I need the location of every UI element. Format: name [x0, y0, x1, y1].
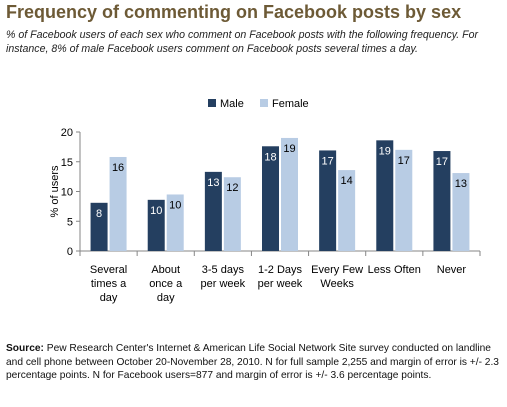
- chart-title: Frequency of commenting on Facebook post…: [6, 2, 462, 22]
- source-note: Source: Pew Research Center's Internet &…: [6, 342, 502, 383]
- x-tick-label: day: [100, 292, 118, 304]
- x-tick-label: day: [157, 292, 175, 304]
- data-label-female: 14: [341, 175, 353, 187]
- data-label-male: 19: [379, 145, 391, 157]
- bar-female: [109, 156, 127, 251]
- bar-male: [204, 171, 222, 251]
- legend-label-male: Male: [220, 98, 244, 110]
- x-tick-label: 3-5 days: [202, 264, 245, 276]
- bar-female: [166, 194, 184, 251]
- bar-female: [395, 149, 413, 251]
- y-tick-label: 15: [61, 157, 73, 169]
- data-label-male: 8: [96, 208, 102, 220]
- data-label-male: 17: [322, 155, 334, 167]
- x-tick-label: 1-2 Days: [258, 264, 303, 276]
- x-tick-label: per week: [258, 278, 303, 290]
- y-tick-label: 0: [67, 246, 73, 258]
- x-tick-label: Less Often: [368, 264, 421, 276]
- data-label-female: 10: [169, 199, 181, 211]
- y-tick-label: 10: [61, 187, 73, 199]
- x-tick-label: About: [151, 264, 180, 276]
- data-label-female: 13: [455, 178, 467, 190]
- data-label-female: 12: [226, 182, 238, 194]
- legend-label-female: Female: [272, 98, 309, 110]
- bar-male: [433, 151, 451, 251]
- bar-female: [452, 173, 470, 251]
- y-tick-label: 20: [61, 127, 73, 139]
- bar-male: [147, 199, 165, 251]
- data-label-female: 19: [283, 143, 295, 155]
- x-tick-label: times a: [91, 278, 127, 290]
- data-label-female: 16: [112, 162, 124, 174]
- y-tick-label: 5: [67, 216, 73, 228]
- data-label-female: 17: [398, 155, 410, 167]
- x-tick-label: per week: [201, 278, 246, 290]
- bar-male: [262, 146, 279, 251]
- data-label-male: 10: [150, 205, 162, 217]
- x-tick-label: Every Few: [311, 264, 363, 276]
- y-axis-title: % of users: [49, 165, 61, 217]
- bar-male: [90, 202, 108, 251]
- source-text: Pew Research Center's Internet & America…: [6, 343, 499, 381]
- legend-swatch-female: [260, 99, 268, 107]
- bar-female: [338, 170, 356, 251]
- bar-male: [376, 140, 394, 251]
- x-tick-label: once a: [149, 278, 183, 290]
- data-label-male: 18: [264, 151, 276, 163]
- legend-swatch-male: [208, 99, 216, 107]
- x-tick-label: Several: [90, 264, 127, 276]
- data-label-male: 13: [207, 177, 219, 189]
- bar-male: [319, 150, 337, 251]
- source-label: Source:: [6, 343, 44, 354]
- bar-female: [281, 137, 298, 251]
- chart-subtitle: % of Facebook users of each sex who comm…: [6, 29, 479, 55]
- bar-chart: Male Female % of users 0 5 10 15 20 8 16 Several ti…: [49, 98, 481, 304]
- data-label-male: 17: [436, 156, 448, 168]
- x-tick-label: Weeks: [320, 278, 354, 290]
- x-tick-label: Never: [437, 264, 467, 276]
- bar-female: [223, 177, 241, 251]
